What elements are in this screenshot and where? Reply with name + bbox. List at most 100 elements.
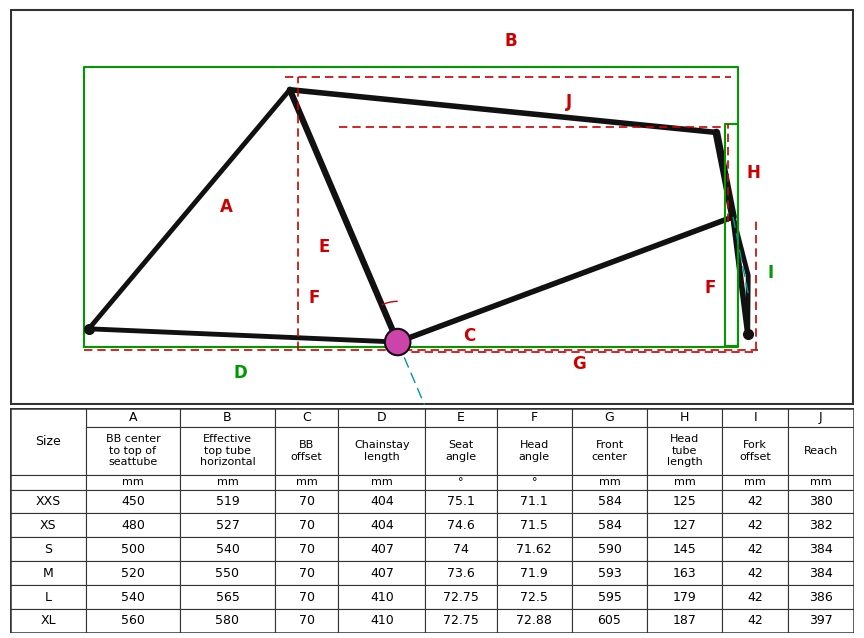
Text: 500: 500: [121, 543, 145, 556]
Bar: [572, 609, 647, 633]
Text: mm: mm: [217, 477, 238, 487]
Bar: [572, 489, 647, 514]
Bar: [339, 609, 425, 633]
Text: I: I: [753, 411, 757, 424]
Text: 70: 70: [299, 591, 314, 604]
Text: Seat
angle: Seat angle: [445, 440, 477, 462]
Bar: [339, 514, 425, 537]
Bar: [497, 427, 572, 475]
Bar: [86, 609, 181, 633]
Bar: [497, 561, 572, 585]
Text: 540: 540: [121, 591, 145, 604]
Bar: [788, 609, 854, 633]
Text: J: J: [819, 411, 823, 424]
Bar: [572, 537, 647, 561]
Text: A: A: [219, 198, 232, 216]
Bar: [181, 489, 275, 514]
Bar: [181, 537, 275, 561]
Bar: [425, 514, 497, 537]
Bar: [788, 537, 854, 561]
Text: 584: 584: [598, 519, 621, 532]
Bar: [275, 585, 339, 609]
Bar: [572, 408, 647, 427]
Bar: [722, 514, 788, 537]
Text: °: °: [458, 477, 464, 487]
Bar: [572, 427, 647, 475]
Bar: [86, 514, 181, 537]
Bar: [647, 609, 722, 633]
Text: 187: 187: [673, 614, 696, 627]
Text: mm: mm: [122, 477, 143, 487]
Bar: [275, 408, 339, 427]
Bar: [647, 585, 722, 609]
Bar: [788, 514, 854, 537]
Text: G: G: [605, 411, 614, 424]
Text: 42: 42: [747, 519, 763, 532]
Bar: [275, 489, 339, 514]
Bar: [181, 561, 275, 585]
Text: 595: 595: [598, 591, 621, 604]
Bar: [10, 561, 86, 585]
Bar: [425, 427, 497, 475]
Bar: [10, 489, 86, 514]
Text: 397: 397: [809, 614, 833, 627]
Text: 410: 410: [370, 591, 394, 604]
Text: 42: 42: [747, 614, 763, 627]
Text: H: H: [680, 411, 689, 424]
Bar: [339, 427, 425, 475]
Bar: [425, 585, 497, 609]
Bar: [339, 585, 425, 609]
Bar: [497, 514, 572, 537]
Bar: [86, 561, 181, 585]
Bar: [497, 609, 572, 633]
Bar: [647, 489, 722, 514]
Bar: [10, 609, 86, 633]
Bar: [647, 537, 722, 561]
Text: 584: 584: [598, 495, 621, 508]
Text: B: B: [504, 32, 517, 50]
Bar: [572, 514, 647, 537]
Bar: [572, 561, 647, 585]
Text: F: F: [705, 279, 716, 297]
Text: 73.6: 73.6: [447, 567, 475, 580]
Text: 42: 42: [747, 567, 763, 580]
Text: 520: 520: [121, 567, 145, 580]
Text: 71.62: 71.62: [517, 543, 552, 556]
Text: Head
tube
length: Head tube length: [667, 434, 702, 468]
Text: 384: 384: [809, 543, 833, 556]
Bar: [425, 609, 497, 633]
Bar: [647, 427, 722, 475]
Bar: [722, 609, 788, 633]
Text: E: E: [319, 239, 330, 256]
Bar: [181, 609, 275, 633]
Text: 407: 407: [370, 543, 394, 556]
Text: 565: 565: [215, 591, 239, 604]
Text: XS: XS: [40, 519, 56, 532]
Text: 605: 605: [598, 614, 621, 627]
Text: mm: mm: [371, 477, 393, 487]
Bar: [86, 475, 181, 489]
Bar: [181, 585, 275, 609]
Text: 70: 70: [299, 614, 314, 627]
Bar: [722, 427, 788, 475]
Text: 382: 382: [809, 519, 833, 532]
Text: 70: 70: [299, 567, 314, 580]
Text: 70: 70: [299, 495, 314, 508]
Bar: [10, 585, 86, 609]
Bar: [788, 408, 854, 427]
Bar: [275, 609, 339, 633]
Text: 72.88: 72.88: [517, 614, 552, 627]
Text: BB center
to top of
seattube: BB center to top of seattube: [105, 434, 161, 468]
Text: I: I: [767, 264, 773, 282]
Text: Front
center: Front center: [592, 440, 627, 462]
Text: mm: mm: [745, 477, 766, 487]
Bar: [10, 475, 86, 489]
Text: 71.1: 71.1: [520, 495, 548, 508]
Bar: [10, 408, 86, 475]
Bar: [181, 427, 275, 475]
Text: 71.5: 71.5: [520, 519, 549, 532]
Text: G: G: [572, 355, 586, 373]
Circle shape: [385, 329, 410, 355]
Text: J: J: [566, 93, 572, 111]
Text: 386: 386: [809, 591, 833, 604]
